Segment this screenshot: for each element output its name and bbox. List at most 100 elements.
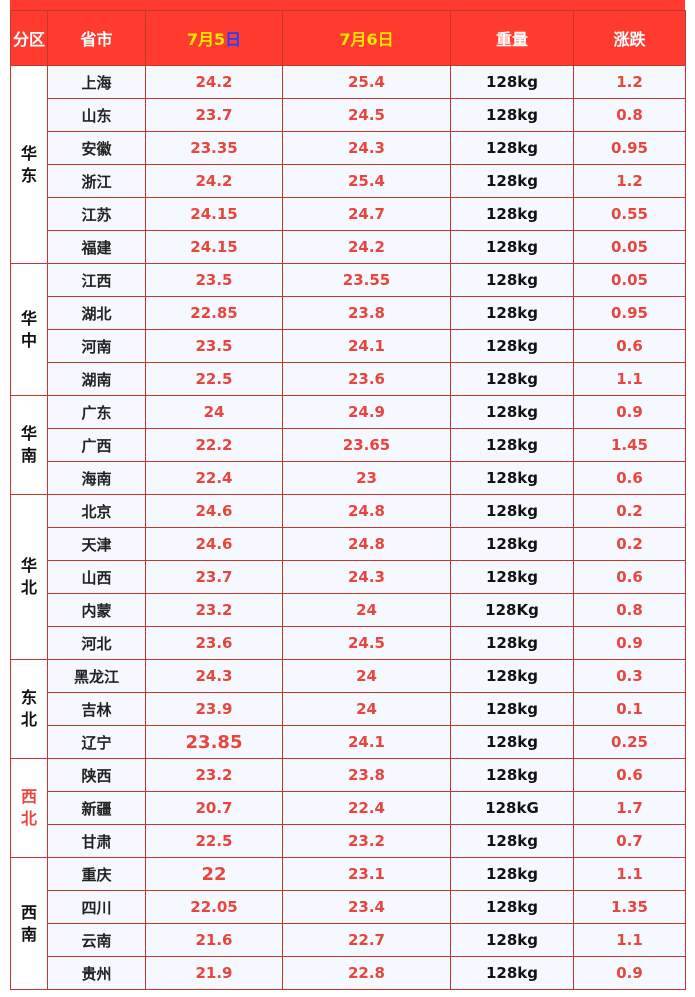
cell: 24.5	[282, 626, 451, 660]
region-cell: 华南	[10, 395, 48, 495]
region-cell: 华中	[10, 263, 48, 396]
cell: 0.6	[573, 758, 686, 792]
cell: 24.3	[145, 659, 283, 693]
cell: 1.45	[573, 428, 686, 462]
cell: 河南	[47, 329, 146, 363]
cell: 海南	[47, 461, 146, 495]
cell: 128kg	[450, 230, 574, 264]
cell: 23.7	[145, 560, 283, 594]
cell: 128kg	[450, 758, 574, 792]
cell: 23.9	[145, 692, 283, 726]
header-text: 7月5	[186, 30, 226, 49]
cell: 安徽	[47, 131, 146, 165]
region-name: 华北	[21, 556, 38, 597]
cell: 0.1	[573, 692, 686, 726]
cell: 0.6	[573, 560, 686, 594]
cell: 0.05	[573, 263, 686, 297]
cell: 22.7	[282, 923, 451, 957]
region-cell: 西南	[10, 857, 48, 990]
cell: 128kg	[450, 527, 574, 561]
table-row: 河北 23.6 24.5 128kg 0.9	[11, 626, 686, 660]
cell: 湖北	[47, 296, 146, 330]
header-cell: 7月6日	[282, 10, 451, 66]
cell: 128Kg	[450, 593, 574, 627]
cell: 0.7	[573, 824, 686, 858]
cell: 20.7	[145, 791, 283, 825]
table-row: 吉林 23.9 24 128kg 0.1	[11, 692, 686, 726]
region-cell: 华北	[10, 494, 48, 660]
table-row: 广西 22.2 23.65 128kg 1.45	[11, 428, 686, 462]
cell: 128kG	[450, 791, 574, 825]
cell: 0.2	[573, 494, 686, 528]
cell: 128kg	[450, 131, 574, 165]
table-row: 华南 广东 24 24.9 128kg 0.9	[10, 395, 686, 495]
cell: 23	[282, 461, 451, 495]
cell: 24.1	[282, 329, 451, 363]
cell: 内蒙	[47, 593, 146, 627]
region-cell: 东北	[10, 659, 48, 759]
cell: 黑龙江	[47, 659, 146, 693]
cell: 24	[145, 395, 283, 429]
cell: 128kg	[450, 824, 574, 858]
cell: 广东	[47, 395, 146, 429]
header-cell: 7月5日	[145, 10, 283, 66]
table-row: 云南 21.6 22.7 128kg 1.1	[11, 923, 686, 957]
cell: 128kg	[450, 692, 574, 726]
cell: 0.9	[573, 956, 686, 990]
price-table: 分区 省市 7月5日 7月6日 重量 涨跌 华东 上海 24.2 25.4 128kg 1…	[10, 10, 686, 990]
region-name: 华东	[21, 143, 38, 185]
table-row: 海南 22.4 23 128kg 0.6	[11, 461, 686, 495]
cell: 0.8	[573, 98, 686, 132]
cell: 1.2	[573, 65, 686, 99]
cell: 24.2	[282, 230, 451, 264]
table-row: 华中 江西 23.5 23.55 128kg 0.05	[10, 263, 686, 396]
cell: 福建	[47, 230, 146, 264]
cell: 四川	[47, 890, 146, 924]
cell: 23.35	[145, 131, 283, 165]
cell: 0.6	[573, 329, 686, 363]
region-name: 华中	[21, 308, 38, 350]
cell: 128kg	[450, 197, 574, 231]
table-row: 山东 23.7 24.5 128kg 0.8	[11, 98, 686, 132]
cell: 24.2	[145, 65, 283, 99]
table-row: 华北 北京 24.6 24.8 128kg 0.2	[10, 494, 686, 660]
cell: 上海	[47, 65, 146, 99]
cell: 贵州	[47, 956, 146, 990]
region-name: 东北	[21, 688, 38, 729]
cell: 吉林	[47, 692, 146, 726]
cell: 0.9	[573, 626, 686, 660]
cell: 128kg	[450, 923, 574, 957]
cell: 浙江	[47, 164, 146, 198]
cell: 天津	[47, 527, 146, 561]
region-name: 华南	[21, 424, 38, 465]
table-row: 四川 22.05 23.4 128kg 1.35	[11, 890, 686, 924]
cell: 24.8	[282, 527, 451, 561]
table-body: 华东 上海 24.2 25.4 128kg 1.2 山东 23.7 24.5 128kg 0.8 安徽…	[10, 65, 686, 990]
table-row: 浙江 24.2 25.4 128kg 1.2	[11, 164, 686, 198]
header-cell: 重量	[450, 10, 574, 66]
cell: 128kg	[450, 626, 574, 660]
cell: 128kg	[450, 560, 574, 594]
cell: 25.4	[282, 164, 451, 198]
cell: 128kg	[450, 98, 574, 132]
cell: 23.4	[282, 890, 451, 924]
cell: 0.2	[573, 527, 686, 561]
region-cell: 华东	[10, 65, 48, 264]
cell: 24.3	[282, 131, 451, 165]
cell: 23.8	[282, 758, 451, 792]
cell: 广西	[47, 428, 146, 462]
cell: 23.2	[282, 824, 451, 858]
cell: 22.4	[145, 461, 283, 495]
cell: 24.5	[282, 98, 451, 132]
cell: 23.2	[145, 758, 283, 792]
cell: 0.9	[573, 395, 686, 429]
table-row: 东北 黑龙江 24.3 24 128kg 0.3	[10, 659, 686, 759]
cell: 128kg	[450, 857, 574, 891]
cell: 23.6	[282, 362, 451, 396]
cell: 新疆	[47, 791, 146, 825]
table-row: 江苏 24.15 24.7 128kg 0.55	[11, 197, 686, 231]
cell: 1.2	[573, 164, 686, 198]
cell: 22.2	[145, 428, 283, 462]
cell: 25.4	[282, 65, 451, 99]
cell: 24	[282, 659, 451, 693]
